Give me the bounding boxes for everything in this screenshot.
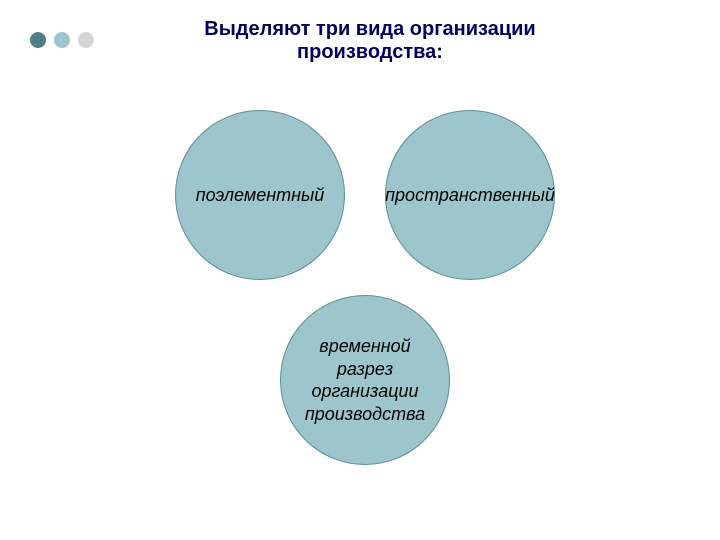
diagram-title: Выделяют три вида организации производст… (160, 18, 580, 64)
title-line-1: Выделяют три вида организации (204, 18, 535, 40)
circle-label-spatial: пространственный (385, 184, 555, 207)
title-line-2: производства: (297, 41, 443, 63)
circle-element: поэлементный (175, 110, 345, 280)
circle-spatial: пространственный (385, 110, 555, 280)
bullet-dot-3 (78, 32, 94, 48)
circle-label-element: поэлементный (196, 184, 325, 207)
diagram-canvas: Выделяют три вида организации производст… (0, 0, 720, 540)
circle-temporal: временной разрез организации производств… (280, 295, 450, 465)
bullet-dot-1 (30, 32, 46, 48)
circle-label-temporal: временной разрез организации производств… (289, 335, 441, 425)
decorative-bullets (30, 32, 94, 48)
bullet-dot-2 (54, 32, 70, 48)
